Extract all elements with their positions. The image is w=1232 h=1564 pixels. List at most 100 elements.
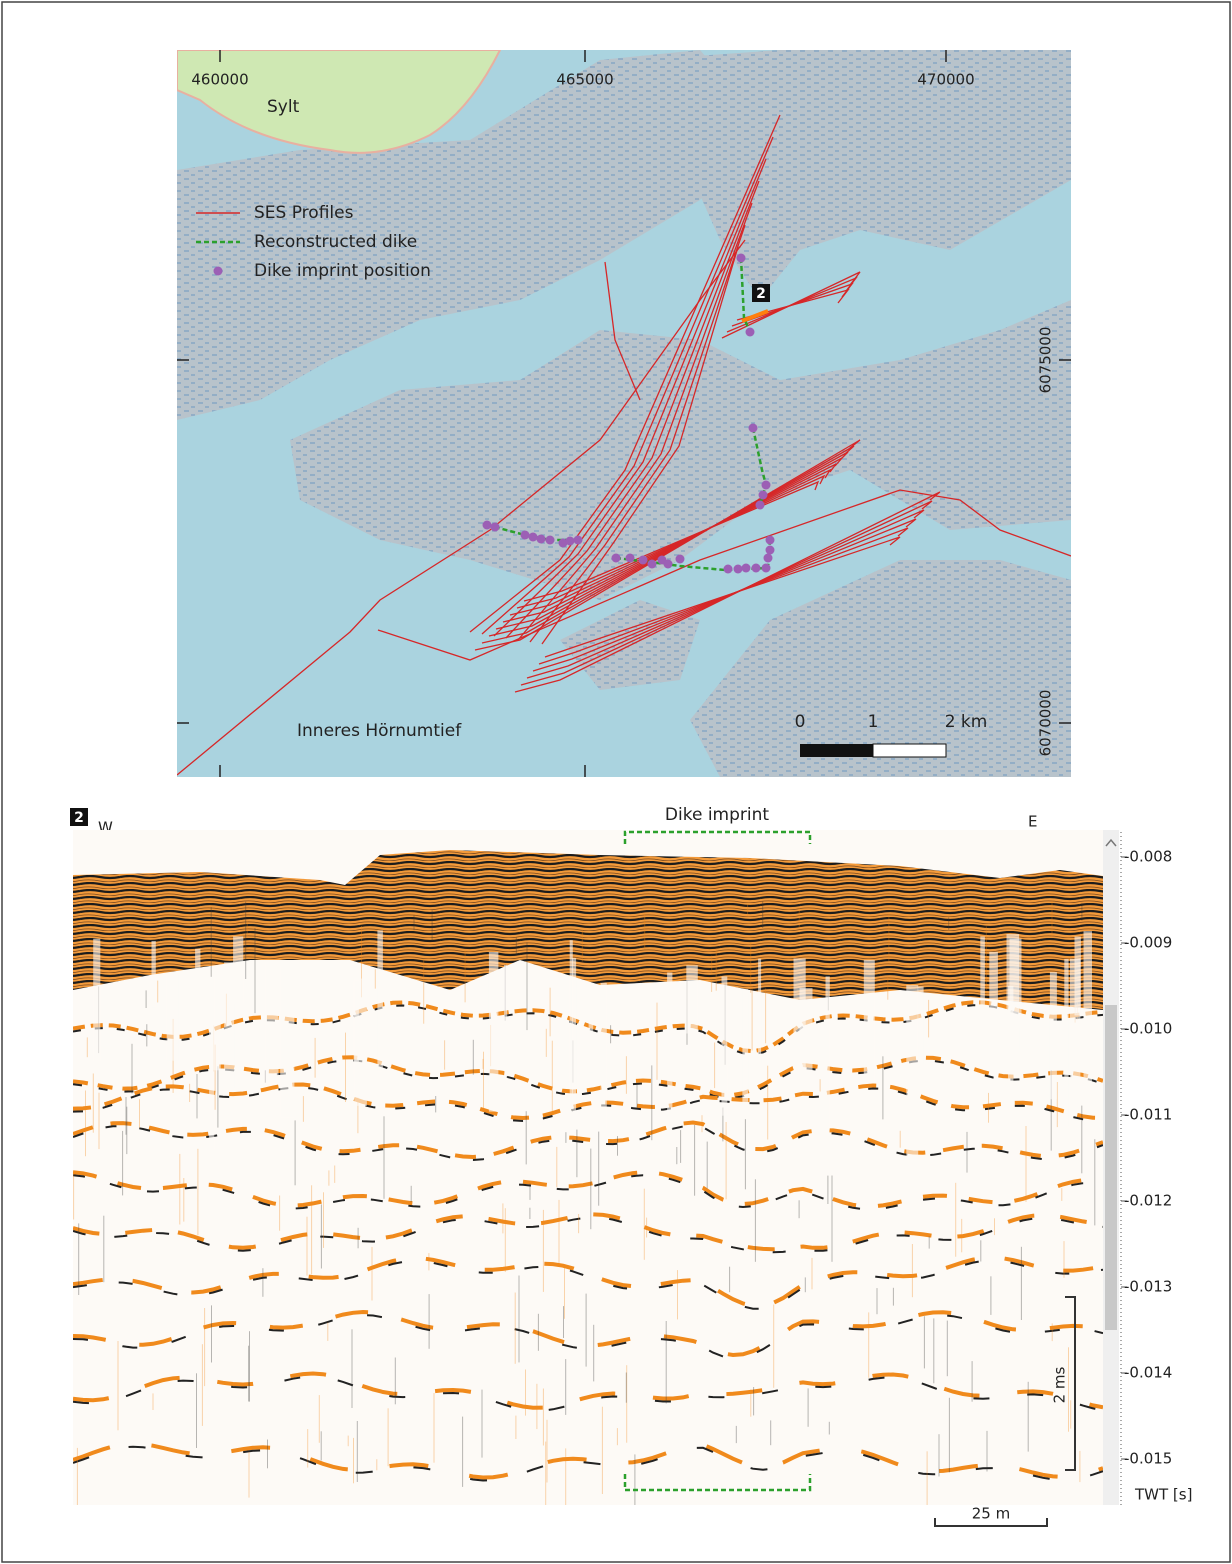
- streak: [196, 1373, 197, 1448]
- streak: [315, 1038, 316, 1078]
- streak: [1021, 1247, 1022, 1320]
- streak: [1057, 1082, 1058, 1127]
- streak: [321, 1431, 322, 1460]
- streak: [980, 1240, 981, 1261]
- streak: [877, 1288, 878, 1314]
- streak: [139, 1099, 140, 1127]
- streak: [85, 1091, 86, 1157]
- streak: [666, 1321, 667, 1404]
- streak: [249, 1452, 250, 1498]
- dot: [724, 565, 733, 574]
- streak: [1084, 931, 1093, 1094]
- streak: [988, 1093, 989, 1123]
- streak: [906, 985, 918, 1160]
- dot: [742, 564, 751, 573]
- streak: [233, 936, 243, 1004]
- streak: [707, 1142, 708, 1189]
- legend-symbol: [214, 267, 223, 276]
- streak: [657, 1003, 658, 1080]
- streak: [637, 1085, 638, 1107]
- streak: [598, 1132, 599, 1206]
- streak: [547, 1420, 548, 1483]
- streak: [626, 1056, 627, 1094]
- streak: [967, 1132, 968, 1173]
- tick-label: -0.013: [1124, 1278, 1172, 1296]
- dot: [734, 565, 743, 574]
- streak: [651, 1065, 652, 1140]
- tick-label: -0.014: [1124, 1364, 1172, 1382]
- dot: [639, 556, 648, 565]
- streak: [980, 937, 985, 1022]
- streak: [465, 951, 466, 1003]
- streak: [126, 1097, 127, 1135]
- streak: [794, 958, 806, 1079]
- streak: [882, 1056, 883, 1119]
- streak: [303, 1096, 304, 1122]
- streak: [357, 1421, 358, 1482]
- streak: [529, 1208, 530, 1219]
- streak: [189, 1084, 190, 1102]
- y-tick-label: 6070000: [1037, 690, 1055, 757]
- streak: [462, 1417, 463, 1487]
- streak: [428, 1253, 429, 1270]
- streak: [489, 952, 499, 1112]
- streak: [1094, 1139, 1095, 1225]
- streak: [750, 943, 751, 993]
- streak: [99, 1093, 100, 1149]
- x-tick-label: 470000: [917, 71, 974, 89]
- y-tick-label: 6075000: [1037, 327, 1055, 394]
- streak: [1061, 1188, 1062, 1201]
- streak: [388, 1408, 389, 1466]
- dot: [566, 537, 575, 546]
- streak: [755, 1179, 756, 1262]
- streak: [912, 1244, 913, 1297]
- legend-label: Dike imprint position: [254, 261, 431, 281]
- streak: [249, 1331, 250, 1401]
- streak: [601, 983, 607, 1129]
- streak: [167, 975, 179, 1061]
- streak: [435, 1096, 436, 1112]
- tick-label: -0.009: [1124, 934, 1172, 952]
- streak: [820, 1079, 821, 1091]
- profile-marker: 2: [74, 810, 84, 826]
- streak: [248, 1346, 249, 1402]
- streak: [444, 1040, 445, 1069]
- streak: [505, 1208, 506, 1272]
- streak: [750, 1389, 751, 1416]
- streak: [726, 1122, 727, 1199]
- streak: [868, 1312, 869, 1377]
- streak: [722, 976, 728, 1115]
- direction-label: E: [1028, 813, 1037, 831]
- map-marker: 2: [756, 286, 766, 302]
- streak: [295, 1120, 296, 1185]
- streak: [527, 942, 528, 1030]
- streak: [667, 973, 672, 1144]
- streak: [348, 1436, 349, 1447]
- dot: [766, 536, 775, 545]
- map: [177, 50, 1071, 777]
- streak: [617, 1428, 618, 1445]
- streak: [307, 1217, 308, 1276]
- streak: [280, 965, 294, 1117]
- streak: [543, 1389, 544, 1446]
- dot: [759, 491, 768, 500]
- streak: [711, 980, 712, 992]
- streak: [432, 910, 433, 941]
- dot: [574, 536, 583, 545]
- streak: [530, 1184, 531, 1200]
- scale-label: 0: [795, 712, 806, 732]
- scale-label: 2 ms: [1051, 1366, 1069, 1403]
- dot: [537, 535, 546, 544]
- streak: [1064, 1241, 1065, 1278]
- dot: [752, 564, 761, 573]
- dot: [762, 481, 771, 490]
- streak: [132, 1044, 133, 1094]
- streak: [745, 1119, 746, 1189]
- streak: [352, 1329, 353, 1408]
- streak: [482, 1390, 483, 1458]
- place-label: Sylt: [267, 97, 300, 117]
- streak: [183, 1178, 184, 1222]
- streak: [211, 1305, 212, 1362]
- streak: [311, 1185, 312, 1274]
- streak: [799, 1200, 800, 1218]
